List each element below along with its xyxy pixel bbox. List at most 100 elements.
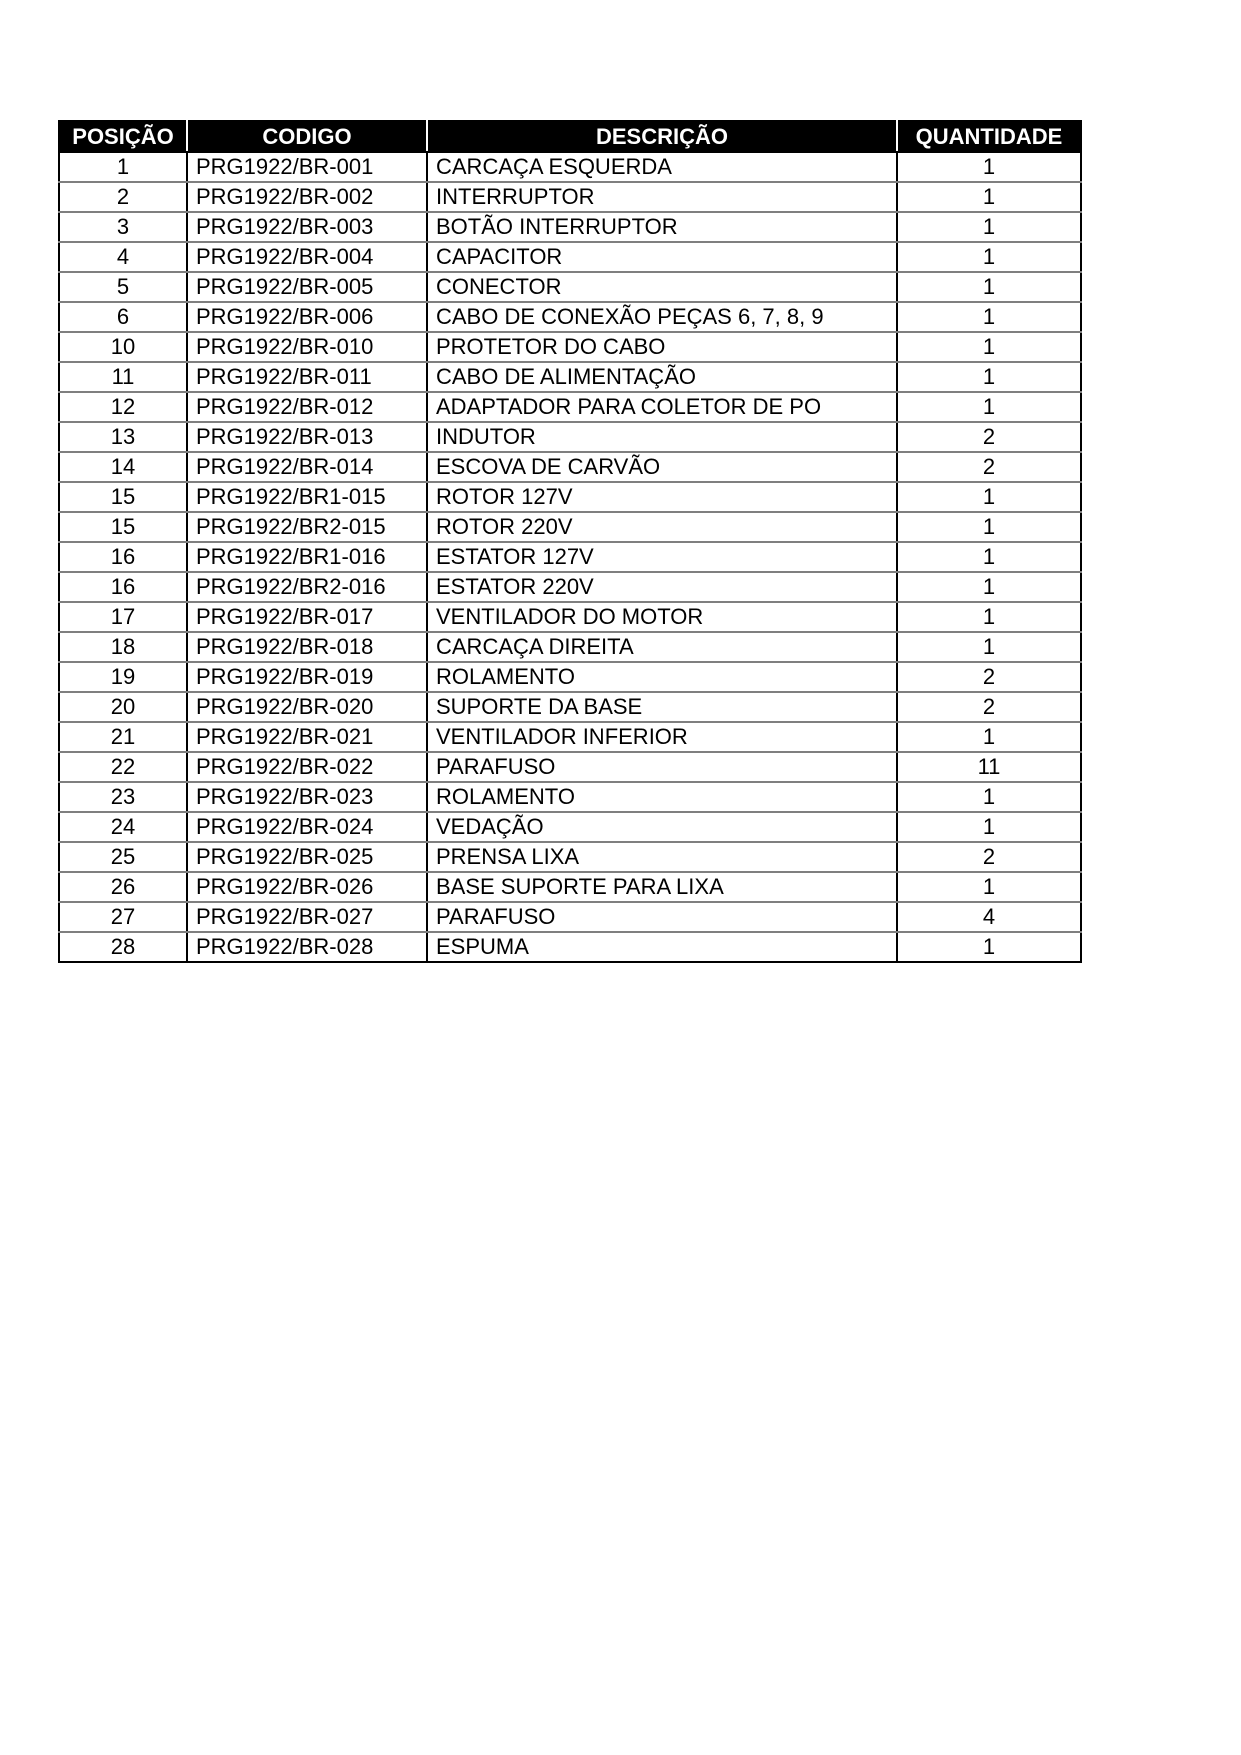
cell-quantidade: 2 (896, 691, 1082, 723)
cell-codigo: PRG1922/BR-006 (186, 301, 428, 333)
cell-codigo: PRG1922/BR-020 (186, 691, 428, 723)
cell-posicao: 3 (58, 211, 188, 243)
cell-posicao: 25 (58, 841, 188, 873)
cell-quantidade: 1 (896, 391, 1082, 423)
cell-codigo: PRG1922/BR-024 (186, 811, 428, 843)
table-row: 1 PRG1922/BR-001 CARCAÇA ESQUERDA 1 (58, 151, 1082, 183)
cell-quantidade: 1 (896, 361, 1082, 393)
cell-posicao: 17 (58, 601, 188, 633)
cell-codigo: PRG1922/BR-003 (186, 211, 428, 243)
table-row: 26 PRG1922/BR-026 BASE SUPORTE PARA LIXA… (58, 871, 1082, 903)
cell-codigo: PRG1922/BR1-016 (186, 541, 428, 573)
table-row: 14 PRG1922/BR-014 ESCOVA DE CARVÃO 2 (58, 451, 1082, 483)
cell-descricao: ADAPTADOR PARA COLETOR DE PO (426, 391, 898, 423)
cell-descricao: ESCOVA DE CARVÃO (426, 451, 898, 483)
cell-codigo: PRG1922/BR-017 (186, 601, 428, 633)
cell-quantidade: 1 (896, 211, 1082, 243)
cell-descricao: ROTOR 220V (426, 511, 898, 543)
cell-descricao: ESPUMA (426, 931, 898, 963)
cell-codigo: PRG1922/BR-012 (186, 391, 428, 423)
cell-descricao: PROTETOR DO CABO (426, 331, 898, 363)
cell-descricao: CARCAÇA DIREITA (426, 631, 898, 663)
cell-quantidade: 2 (896, 421, 1082, 453)
table-row: 5 PRG1922/BR-005 CONECTOR 1 (58, 271, 1082, 303)
cell-descricao: BASE SUPORTE PARA LIXA (426, 871, 898, 903)
cell-quantidade: 1 (896, 481, 1082, 513)
cell-descricao: CABO DE CONEXÃO PEÇAS 6, 7, 8, 9 (426, 301, 898, 333)
table-row: 19 PRG1922/BR-019 ROLAMENTO 2 (58, 661, 1082, 693)
cell-quantidade: 1 (896, 631, 1082, 663)
cell-posicao: 2 (58, 181, 188, 213)
cell-codigo: PRG1922/BR-026 (186, 871, 428, 903)
cell-quantidade: 4 (896, 901, 1082, 933)
cell-codigo: PRG1922/BR-010 (186, 331, 428, 363)
cell-codigo: PRG1922/BR-028 (186, 931, 428, 963)
cell-descricao: CAPACITOR (426, 241, 898, 273)
cell-codigo: PRG1922/BR-023 (186, 781, 428, 813)
cell-posicao: 16 (58, 541, 188, 573)
cell-descricao: CARCAÇA ESQUERDA (426, 151, 898, 183)
cell-codigo: PRG1922/BR-013 (186, 421, 428, 453)
cell-descricao: INTERRUPTOR (426, 181, 898, 213)
table-row: 24 PRG1922/BR-024 VEDAÇÃO 1 (58, 811, 1082, 843)
header-posicao: POSIÇÃO (58, 121, 187, 153)
cell-posicao: 14 (58, 451, 188, 483)
cell-posicao: 20 (58, 691, 188, 723)
cell-posicao: 15 (58, 511, 188, 543)
cell-codigo: PRG1922/BR-011 (186, 361, 428, 393)
table-row: 16 PRG1922/BR2-016 ESTATOR 220V 1 (58, 571, 1082, 603)
cell-posicao: 11 (58, 361, 188, 393)
cell-posicao: 26 (58, 871, 188, 903)
header-descricao: DESCRIÇÃO (426, 121, 897, 153)
cell-posicao: 23 (58, 781, 188, 813)
cell-posicao: 21 (58, 721, 188, 753)
cell-posicao: 24 (58, 811, 188, 843)
parts-list-table: POSIÇÃO CODIGO DESCRIÇÃO QUANTIDADE 1 PR… (58, 120, 1082, 963)
cell-posicao: 19 (58, 661, 188, 693)
cell-quantidade: 1 (896, 931, 1082, 963)
cell-posicao: 12 (58, 391, 188, 423)
table-row: 13 PRG1922/BR-013 INDUTOR 2 (58, 421, 1082, 453)
cell-posicao: 27 (58, 901, 188, 933)
cell-codigo: PRG1922/BR-019 (186, 661, 428, 693)
cell-codigo: PRG1922/BR-014 (186, 451, 428, 483)
cell-descricao: PARAFUSO (426, 901, 898, 933)
table-row: 3 PRG1922/BR-003 BOTÃO INTERRUPTOR 1 (58, 211, 1082, 243)
cell-descricao: ROLAMENTO (426, 661, 898, 693)
cell-quantidade: 1 (896, 271, 1082, 303)
header-quantidade: QUANTIDADE (896, 121, 1081, 153)
table-row: 10 PRG1922/BR-010 PROTETOR DO CABO 1 (58, 331, 1082, 363)
cell-quantidade: 1 (896, 511, 1082, 543)
cell-descricao: SUPORTE DA BASE (426, 691, 898, 723)
cell-codigo: PRG1922/BR-022 (186, 751, 428, 783)
cell-quantidade: 1 (896, 541, 1082, 573)
cell-descricao: PRENSA LIXA (426, 841, 898, 873)
cell-quantidade: 1 (896, 781, 1082, 813)
cell-codigo: PRG1922/BR2-015 (186, 511, 428, 543)
table-row: 28 PRG1922/BR-028 ESPUMA 1 (58, 931, 1082, 963)
table-row: 4 PRG1922/BR-004 CAPACITOR 1 (58, 241, 1082, 273)
cell-quantidade: 2 (896, 661, 1082, 693)
cell-descricao: INDUTOR (426, 421, 898, 453)
cell-posicao: 13 (58, 421, 188, 453)
cell-posicao: 1 (58, 151, 188, 183)
table-row: 15 PRG1922/BR1-015 ROTOR 127V 1 (58, 481, 1082, 513)
cell-posicao: 6 (58, 301, 188, 333)
cell-quantidade: 1 (896, 871, 1082, 903)
cell-posicao: 4 (58, 241, 188, 273)
cell-codigo: PRG1922/BR1-015 (186, 481, 428, 513)
cell-posicao: 22 (58, 751, 188, 783)
table-row: 17 PRG1922/BR-017 VENTILADOR DO MOTOR 1 (58, 601, 1082, 633)
cell-descricao: VEDAÇÃO (426, 811, 898, 843)
header-codigo: CODIGO (186, 121, 427, 153)
table-row: 22 PRG1922/BR-022 PARAFUSO 11 (58, 751, 1082, 783)
table-row: 21 PRG1922/BR-021 VENTILADOR INFERIOR 1 (58, 721, 1082, 753)
cell-quantidade: 1 (896, 721, 1082, 753)
cell-descricao: CABO DE ALIMENTAÇÃO (426, 361, 898, 393)
table-row: 27 PRG1922/BR-027 PARAFUSO 4 (58, 901, 1082, 933)
cell-quantidade: 1 (896, 601, 1082, 633)
cell-descricao: VENTILADOR DO MOTOR (426, 601, 898, 633)
cell-quantidade: 1 (896, 241, 1082, 273)
table-body: 1 PRG1922/BR-001 CARCAÇA ESQUERDA 1 2 PR… (58, 151, 1082, 963)
